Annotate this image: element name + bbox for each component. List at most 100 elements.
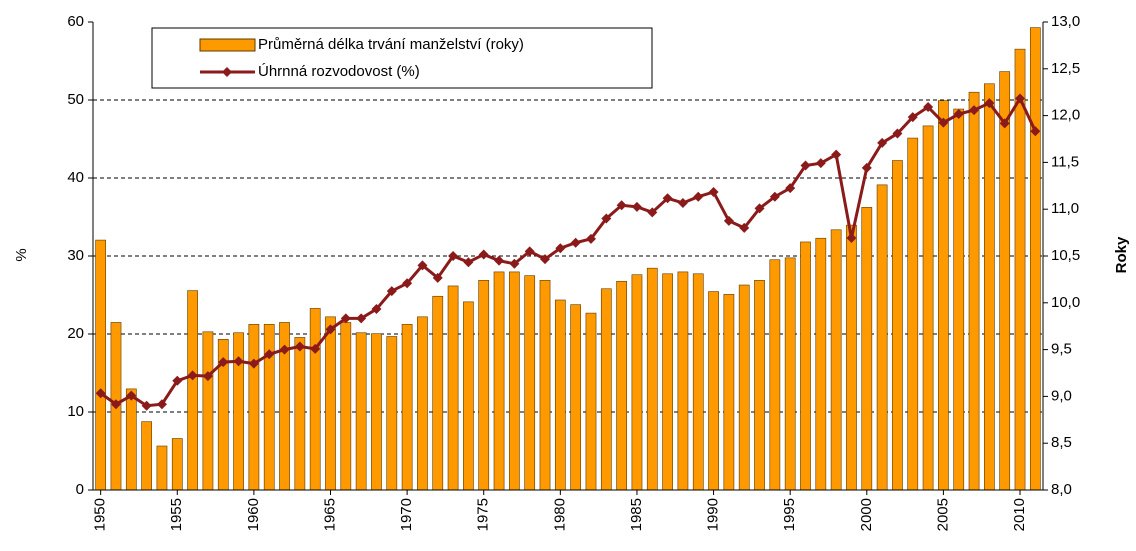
y2-tick-label: 11,5 <box>1051 153 1079 170</box>
marker <box>693 191 704 202</box>
marker <box>1030 126 1041 137</box>
x-tick-label: 1970 <box>398 498 415 531</box>
marker <box>264 349 275 360</box>
marker <box>156 399 167 410</box>
bar <box>263 324 275 491</box>
x-tick-label: 1985 <box>628 498 645 531</box>
bar <box>524 275 536 491</box>
marker <box>509 258 520 269</box>
marker <box>892 128 903 139</box>
y-axis-title: % <box>13 248 30 261</box>
x-tick-label: 1980 <box>551 498 568 531</box>
bar <box>830 229 842 491</box>
x-tick-label: 2000 <box>858 498 875 531</box>
y2-tick-label: 9,0 <box>1051 387 1072 404</box>
bar <box>432 295 444 491</box>
marker <box>601 213 612 224</box>
bar <box>938 100 949 491</box>
bar <box>600 288 612 491</box>
y-tick-label: 10 <box>67 403 84 420</box>
bar <box>509 271 520 491</box>
bar <box>309 308 321 491</box>
y2-tick-label: 11,0 <box>1051 200 1079 217</box>
marker <box>938 117 949 128</box>
bar <box>554 299 566 491</box>
bar <box>95 239 107 491</box>
bar <box>738 284 750 491</box>
marker <box>877 137 888 148</box>
marker <box>432 272 443 283</box>
bar <box>1014 48 1026 491</box>
y-tick-label: 0 <box>76 481 84 498</box>
bar <box>294 337 306 491</box>
legend-box <box>151 27 653 89</box>
marker <box>233 356 244 367</box>
marker <box>279 344 290 355</box>
marker <box>555 243 566 254</box>
bar <box>340 322 352 491</box>
bar <box>922 125 934 491</box>
bar <box>447 285 459 491</box>
bar <box>463 301 474 491</box>
bar <box>570 304 582 491</box>
bar <box>371 333 382 491</box>
marker <box>141 400 152 411</box>
marker <box>540 254 551 265</box>
marker <box>831 149 842 160</box>
bar <box>769 259 781 491</box>
bar <box>846 224 857 491</box>
marker <box>616 200 627 211</box>
y2-tick-label: 13,0 <box>1051 13 1080 30</box>
bar <box>401 324 413 491</box>
marker <box>524 246 535 257</box>
bar <box>677 271 689 491</box>
marker <box>923 102 934 113</box>
marker <box>172 375 183 386</box>
bar <box>493 271 505 491</box>
marker <box>386 286 397 297</box>
marker <box>325 324 336 335</box>
bar <box>800 241 811 491</box>
y2-tick-label: 12,0 <box>1051 107 1080 124</box>
marker <box>110 399 121 410</box>
marker <box>585 233 596 244</box>
y-tick-label: 20 <box>67 325 84 342</box>
x-tick-label: 1990 <box>705 498 722 531</box>
y2-tick-label: 12,5 <box>1051 60 1080 77</box>
bar <box>1029 27 1041 491</box>
marker <box>708 187 719 198</box>
bar <box>171 438 183 491</box>
marker <box>631 201 642 212</box>
y-tick-label: 50 <box>67 91 84 108</box>
marker <box>999 118 1010 129</box>
marker <box>463 257 474 268</box>
y2-tick-label: 8,5 <box>1051 434 1072 451</box>
marker <box>969 105 980 116</box>
marker <box>448 251 459 261</box>
marker <box>402 278 413 289</box>
marker <box>478 249 489 260</box>
marker <box>769 191 780 202</box>
y-tick-label: 60 <box>67 13 84 30</box>
x-tick-label: 1965 <box>321 498 338 531</box>
marker <box>861 162 872 173</box>
bar <box>953 108 965 491</box>
marker <box>95 388 106 399</box>
bar <box>984 83 995 491</box>
x-tick-label: 2010 <box>1011 498 1028 531</box>
marker <box>356 313 367 324</box>
bar <box>417 316 428 491</box>
marker <box>723 215 734 226</box>
bar <box>539 280 551 491</box>
bar <box>968 91 980 491</box>
marker <box>846 233 857 244</box>
bar <box>815 237 827 491</box>
x-tick-label: 1975 <box>475 498 492 531</box>
x-tick-label: 1960 <box>245 498 262 531</box>
marker <box>739 222 750 233</box>
bar <box>631 274 643 491</box>
bar <box>355 332 367 491</box>
marker <box>294 341 305 352</box>
marker <box>662 193 673 204</box>
